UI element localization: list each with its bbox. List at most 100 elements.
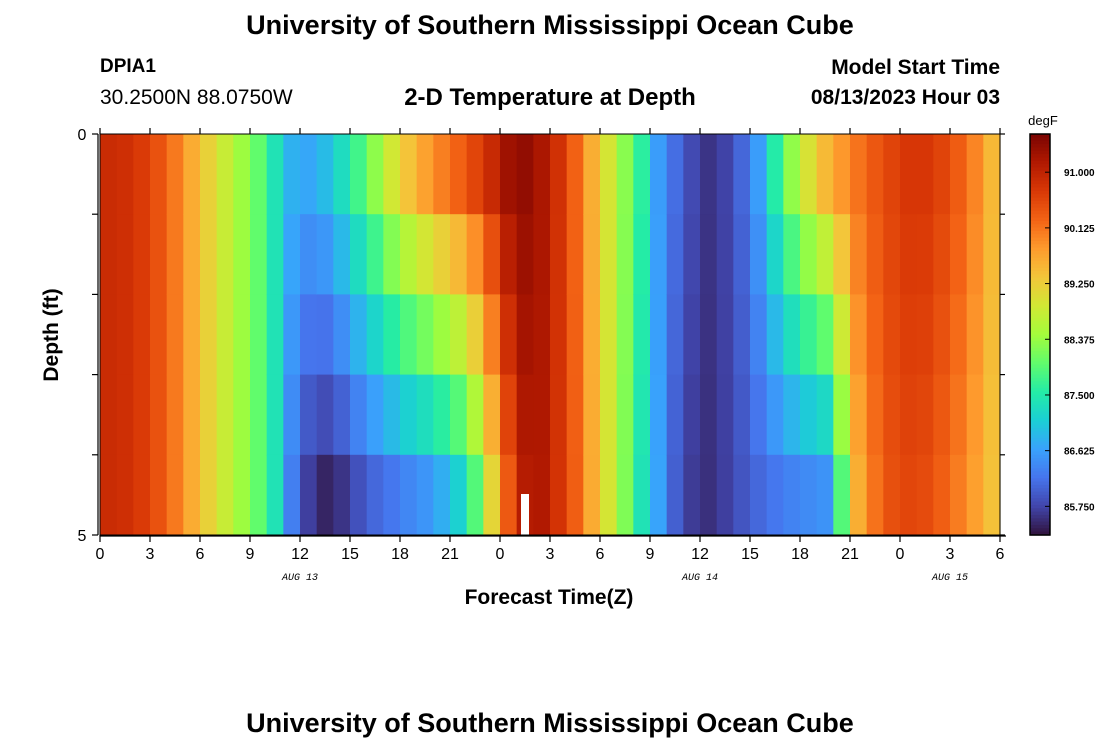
heatmap-cell (850, 214, 868, 295)
colorbar-segment (1030, 351, 1050, 356)
heatmap-cell (900, 294, 918, 376)
heatmap-cell (416, 454, 434, 536)
colorbar-segment (1030, 217, 1050, 222)
heatmap-cell (216, 454, 234, 536)
heatmap-cell (750, 134, 768, 215)
colorbar-segment (1030, 448, 1050, 453)
colorbar-segment (1030, 401, 1050, 406)
colorbar-segment (1030, 518, 1050, 523)
heatmap-cell (983, 214, 1001, 295)
colorbar-segment (1030, 334, 1050, 339)
x-tick-label: 15 (741, 546, 759, 563)
heatmap-cell (916, 214, 934, 295)
heatmap-cell (116, 294, 134, 376)
heatmap-cell (166, 374, 184, 456)
heatmap-cell (750, 374, 768, 456)
colorbar-segment (1030, 528, 1050, 533)
colorbar-segment (1030, 264, 1050, 269)
heatmap-cell (266, 454, 284, 536)
colorbar-segment (1030, 154, 1050, 158)
colorbar-segment (1030, 484, 1050, 489)
colorbar-segment (1030, 377, 1050, 382)
colorbar-segment (1030, 337, 1050, 342)
colorbar-segment (1030, 250, 1050, 255)
y-tick-label: 5 (78, 528, 87, 545)
heatmap-cell (983, 374, 1001, 456)
colorbar-segment (1030, 367, 1050, 372)
heatmap-cell (366, 214, 384, 295)
colorbar-segment (1030, 521, 1050, 526)
heatmap-cell (183, 134, 201, 215)
heatmap-cell (816, 374, 834, 456)
colorbar-segment (1030, 194, 1050, 199)
x-tick-label: 15 (341, 546, 359, 563)
date-label: AUG 13 (281, 573, 318, 584)
heatmap-cell (233, 134, 251, 215)
heatmap-cell (650, 134, 668, 215)
heatmap-cell (166, 454, 184, 536)
colorbar-segment (1030, 170, 1050, 175)
colorbar-segment (1030, 190, 1050, 195)
heatmap-cell (466, 374, 484, 456)
heatmap-cell (683, 134, 701, 215)
heatmap-cell (816, 294, 834, 376)
heatmap-cell (750, 294, 768, 376)
heatmap-cell (133, 214, 151, 295)
x-axis-label: Forecast Time(Z) (465, 586, 634, 609)
colorbar-segment (1030, 220, 1050, 225)
heatmap-cell (466, 454, 484, 536)
heatmap-cell (900, 374, 918, 456)
colorbar-segment (1030, 478, 1050, 483)
heatmap-cell (633, 454, 651, 536)
x-tick-label: 0 (496, 546, 505, 563)
x-tick-label: 0 (96, 546, 105, 563)
heatmap-cell (300, 374, 318, 456)
colorbar-frame (1029, 133, 1051, 536)
heatmap-cell (266, 374, 284, 456)
heatmap-cell (566, 374, 584, 456)
heatmap-cell (100, 214, 118, 295)
colorbar-segment (1030, 167, 1050, 172)
heatmap-cell (700, 134, 718, 215)
heatmap-cell (550, 214, 568, 295)
heatmap-cell (916, 454, 934, 536)
x-tick-label: 12 (291, 546, 309, 563)
heatmap-cell (200, 374, 218, 456)
footer-title: University of Southern Mississippi Ocean… (246, 708, 854, 738)
colorbar-segment (1030, 144, 1050, 148)
heatmap-cell (533, 294, 551, 376)
heatmap-cell (400, 374, 418, 456)
colorbar-segment (1030, 180, 1050, 185)
heatmap-cell (550, 374, 568, 456)
heatmap-cell (300, 134, 318, 215)
x-tick-label: 18 (391, 546, 409, 563)
heatmap-cell (416, 374, 434, 456)
heatmap-cell (633, 214, 651, 295)
heatmap-cell (583, 454, 601, 536)
heatmap-cell (533, 374, 551, 456)
colorbar-segment (1030, 311, 1050, 316)
heatmap-cell (616, 134, 634, 215)
colorbar-segment (1030, 331, 1050, 336)
heatmap-cell (350, 294, 368, 376)
heatmap-cell (100, 294, 118, 376)
colorbar-segment (1030, 347, 1050, 352)
colorbar-segment (1030, 361, 1050, 366)
heatmap-cell (116, 134, 134, 215)
heatmap-cell (533, 454, 551, 536)
heatmap-cell (150, 454, 168, 536)
heatmap-cell (533, 134, 551, 215)
colorbar-tick-label: 85.750 (1064, 502, 1095, 513)
colorbar-segment (1030, 137, 1050, 142)
heatmap-cell (450, 214, 468, 295)
heatmap-cell (133, 454, 151, 536)
heatmap-cell (850, 454, 868, 536)
heatmap-cell (866, 294, 884, 376)
heatmap-cell (583, 294, 601, 376)
heatmap-cell (766, 454, 784, 536)
heatmap-cell (216, 134, 234, 215)
heatmap-cell (716, 294, 734, 376)
colorbar-segment (1030, 494, 1050, 499)
colorbar-segment (1030, 297, 1050, 302)
heatmap-cell (233, 214, 251, 295)
